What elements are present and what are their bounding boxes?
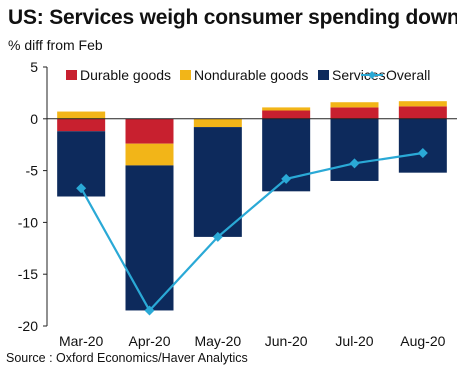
- bar-durable-goods: [330, 107, 379, 119]
- bar-services: [193, 127, 242, 237]
- y-tick-label: -10: [18, 214, 38, 230]
- y-tick-label: -20: [18, 318, 38, 334]
- legend-swatch-durable-goods: [66, 70, 77, 80]
- line-overall: [80, 151, 423, 313]
- point-overall: [144, 305, 155, 316]
- point-overall: [349, 158, 360, 169]
- point-overall: [212, 231, 223, 242]
- x-tick-label: May-20: [194, 333, 241, 349]
- x-tick-label: Mar-20: [59, 333, 104, 349]
- bar-durable-goods: [262, 110, 311, 119]
- bar-durable-goods: [57, 118, 106, 132]
- y-tick-label: 5: [30, 59, 38, 75]
- y-tick-label: 0: [30, 111, 38, 127]
- bar-nondurable-goods: [125, 143, 174, 166]
- bar-nondurable-goods: [262, 107, 311, 111]
- point-overall: [281, 173, 292, 184]
- point-overall: [76, 183, 87, 194]
- chart-title: US: Services weigh consumer spending dow…: [8, 6, 457, 29]
- bar-nondurable-goods: [193, 118, 242, 128]
- y-tick-label: -15: [18, 266, 38, 282]
- x-tick-label: Jul-20: [335, 333, 373, 349]
- bar-nondurable-goods: [330, 102, 379, 108]
- legend-label-services: Services: [332, 67, 386, 83]
- legend-label-nondurable-goods: Nondurable goods: [194, 67, 308, 83]
- bar-nondurable-goods: [398, 101, 447, 107]
- bar-durable-goods: [398, 106, 447, 119]
- legend-marker-overall: [368, 71, 376, 79]
- legend-swatch-nondurable-goods: [180, 70, 191, 80]
- y-axis-label: % diff from Feb: [8, 37, 103, 53]
- legend-label-overall: Overall: [386, 67, 430, 83]
- x-tick-label: Jun-20: [265, 333, 308, 349]
- point-overall: [417, 147, 428, 158]
- x-tick-label: Aug-20: [400, 333, 445, 349]
- x-tick-label: Apr-20: [128, 333, 170, 349]
- bar-durable-goods: [125, 118, 174, 144]
- bar-nondurable-goods: [57, 111, 106, 119]
- legend-label-durable-goods: Durable goods: [80, 67, 171, 83]
- legend-swatch-services: [318, 70, 329, 80]
- bar-services: [330, 118, 379, 181]
- bar-services: [398, 118, 447, 173]
- source-note: Source : Oxford Economics/Haver Analytic…: [6, 351, 248, 365]
- y-tick-label: -5: [26, 163, 39, 179]
- bar-services: [125, 165, 174, 311]
